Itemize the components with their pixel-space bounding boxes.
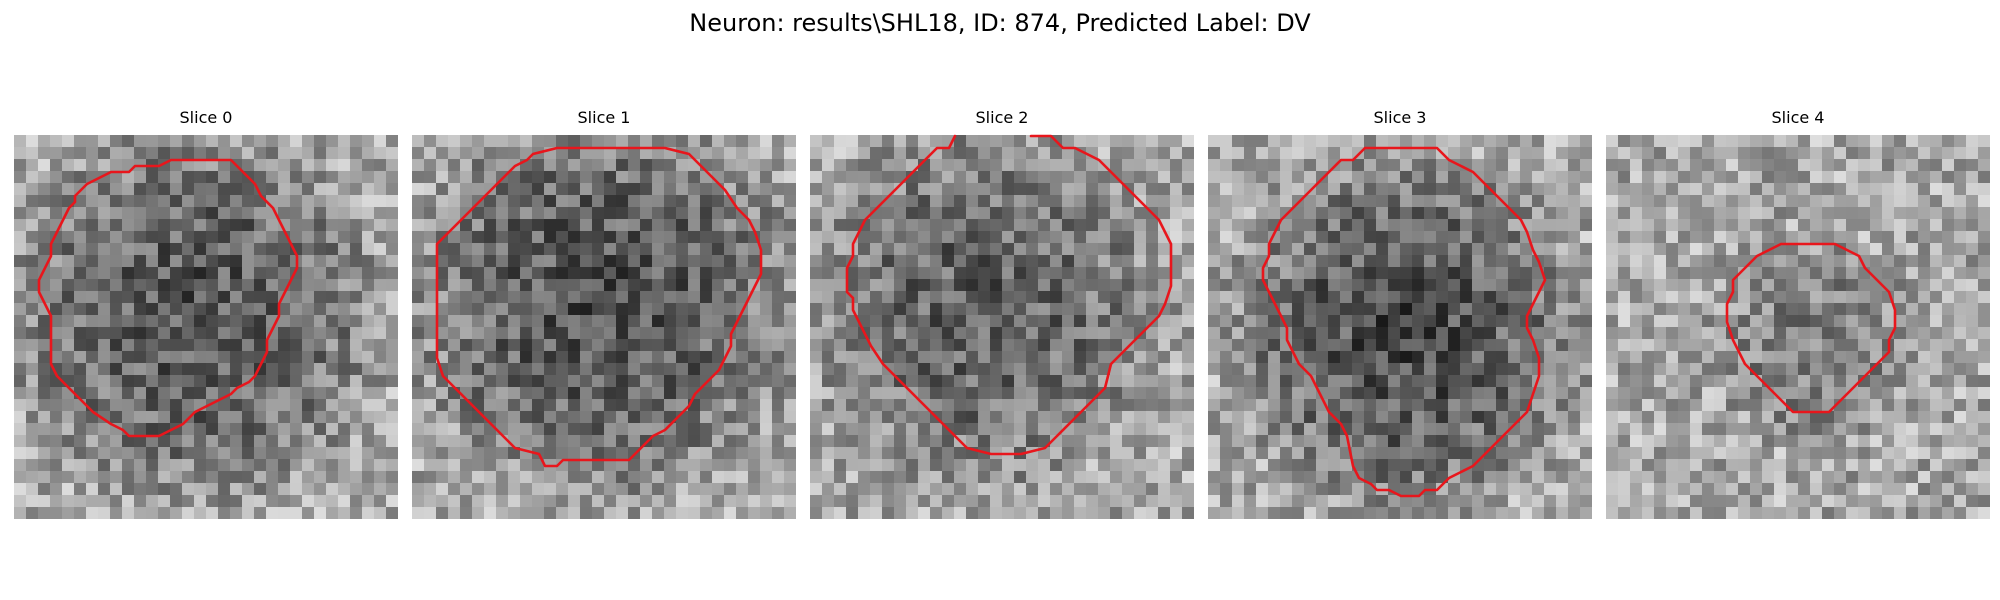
slice-panel-2: Slice 2 <box>810 108 1194 519</box>
grayscale-image <box>1606 135 1990 519</box>
slice-image <box>412 135 796 519</box>
slice-image <box>1606 135 1990 519</box>
slice-image <box>810 134 1194 519</box>
figure-title: Neuron: results\SHL18, ID: 874, Predicte… <box>689 9 1311 37</box>
slice-panel-1: Slice 1 <box>412 108 796 519</box>
slice-title: Slice 1 <box>577 108 631 127</box>
roi-outline <box>1725 242 1897 414</box>
roi-outline <box>37 158 299 438</box>
contour-line <box>1725 242 1897 414</box>
slice-title: Slice 2 <box>975 108 1029 127</box>
grayscale-image <box>14 135 398 519</box>
contour-line <box>845 134 1173 456</box>
slice-panel-0: Slice 0 <box>14 108 398 519</box>
slice-title: Slice 3 <box>1373 108 1427 127</box>
roi-outline <box>435 146 763 468</box>
slice-panel-4: Slice 4 <box>1606 108 1990 519</box>
roi-outline <box>1261 146 1547 498</box>
slice-image <box>14 135 398 519</box>
contour-line <box>1261 146 1547 498</box>
roi-outline <box>845 134 1173 456</box>
slice-image <box>1208 135 1592 519</box>
slice-title: Slice 0 <box>179 108 233 127</box>
contour-line <box>37 158 299 438</box>
slice-title: Slice 4 <box>1771 108 1825 127</box>
contour-line <box>435 146 763 468</box>
slice-panel-3: Slice 3 <box>1208 108 1592 519</box>
